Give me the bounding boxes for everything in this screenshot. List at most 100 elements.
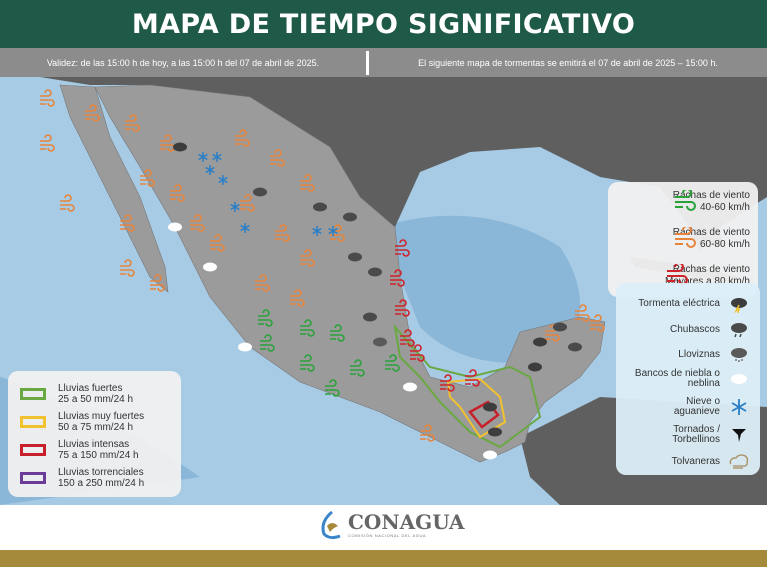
storm-cloud-icon: [528, 362, 542, 372]
legend-item: Tormenta eléctrica: [638, 295, 750, 313]
wind-gust-icon: [258, 309, 273, 327]
legend-label: Nieve o aguanieve: [673, 396, 720, 417]
wind-gust-icon: [270, 149, 285, 167]
legend-item: Lloviznas: [678, 346, 750, 364]
wind-gust-icon: [575, 304, 590, 322]
wind-gust-icon: [240, 194, 255, 212]
wind-gust-icon: [85, 104, 100, 122]
snowflake-icon: [328, 226, 338, 236]
legend-label: Lluvias fuertes: [58, 383, 123, 394]
storm-cloud-icon: [253, 187, 267, 197]
legend-label: Tormenta eléctrica: [638, 298, 720, 309]
wind-gust-icon: [60, 194, 75, 212]
wind-gust-icon: [390, 269, 405, 287]
wind-range: 60-80 km/h: [699, 239, 750, 250]
storm-cloud-icon: [553, 322, 567, 332]
storm-cloud-icon: [483, 402, 497, 412]
wind-legend: Rachas de viento 40-60 km/h Rachas de vie…: [608, 182, 758, 297]
heavy-rain-area: [393, 323, 542, 449]
fog-icon: [403, 382, 417, 392]
storm-cloud-icon: [488, 427, 502, 437]
wind-gust-icon: [325, 379, 340, 397]
storm-cloud-icon: [173, 142, 187, 152]
drizzle-icon: [728, 346, 750, 364]
legend-item: Nieve o aguanieve: [658, 397, 750, 417]
legend-label: Lluvias intensas: [58, 439, 130, 450]
legend-label: Lluvias muy fuertes: [58, 411, 145, 422]
intense-rain-swatch: [20, 444, 46, 456]
wind-label: Rachas de viento: [672, 264, 750, 275]
wind-green-icon: [674, 190, 696, 211]
deep-ocean: [380, 215, 580, 363]
fog-icon: [728, 370, 750, 388]
snowflake-icon: [198, 152, 208, 162]
wind-gust-icon: [350, 359, 365, 377]
intense-rain-area: [468, 400, 500, 429]
legend-label: Lluvias torrenciales: [58, 467, 144, 478]
legend-range: 50 a 75 mm/24 h: [58, 422, 134, 433]
legend-item: Lluvias muy fuertes 50 a 75 mm/24 h: [20, 411, 144, 433]
footer-bar: [0, 550, 767, 567]
dust-storm-icon: [728, 453, 750, 471]
snowflake-icon: [218, 175, 228, 185]
storm-cloud-icon: [363, 312, 377, 322]
snowflake-icon: [312, 226, 322, 236]
snowflake-icon: [230, 202, 240, 212]
logo-subtitle: COMISIÓN NACIONAL DEL AGUA: [348, 533, 427, 538]
legend-item: Chubascos: [670, 321, 750, 339]
wind-gust-icon: [300, 249, 315, 267]
wind-gust-icon: [465, 369, 480, 387]
wind-gust-icon: [40, 134, 55, 152]
legend-item: Bancos de niebla o neblina: [626, 369, 750, 389]
wind-range: 40-60 km/h: [699, 202, 750, 213]
tornado-icon: [728, 426, 750, 444]
wind-gust-icon: [410, 344, 425, 362]
storm-cloud-icon: [533, 337, 547, 347]
wind-gust-icon: [260, 334, 275, 352]
wind-legend-item: Rachas de viento Mayores a 80 km/h: [665, 264, 750, 288]
fog-icon: [168, 222, 182, 232]
snowflake-icon: [240, 223, 250, 233]
wind-gust-icon: [210, 234, 225, 252]
wind-gust-icon: [275, 224, 290, 242]
conagua-logo: CONAGUA COMISIÓN NACIONAL DEL AGUA: [318, 510, 465, 540]
wind-label: Rachas de viento: [672, 227, 750, 238]
wind-gust-icon: [300, 174, 315, 192]
legend-item: Tornados / Torbellinos: [658, 425, 750, 445]
wind-gust-icon: [120, 214, 135, 232]
torrential-rain-swatch: [20, 472, 46, 484]
wind-gust-icon: [40, 89, 55, 107]
legend-range: 150 a 250 mm/24 h: [58, 478, 145, 489]
storm-cloud-icon: [373, 337, 387, 347]
wind-orange-icon: [674, 227, 696, 248]
wind-gust-icon: [190, 214, 205, 232]
wind-red-icon: [666, 264, 688, 285]
validity-text: Validez: de las 15:00 h de hoy, a las 15…: [46, 57, 320, 68]
storm-cloud-icon: [368, 267, 382, 277]
storm-cloud-icon: [343, 212, 357, 222]
wind-gust-icon: [440, 374, 455, 392]
storm-cloud-icon: [313, 202, 327, 212]
baja-california: [59, 84, 169, 293]
storm-cloud-icon: [348, 252, 362, 262]
footer: [0, 505, 767, 550]
wind-gust-icon: [400, 329, 415, 347]
wind-gust-icon: [150, 274, 165, 292]
legend-range: 25 a 50 mm/24 h: [58, 394, 134, 405]
conagua-emblem-icon: [321, 510, 341, 540]
legend-item: Lluvias torrenciales 150 a 250 mm/24 h: [20, 467, 144, 489]
wind-legend-item: Rachas de viento 40-60 km/h: [673, 190, 750, 214]
fog-icon: [238, 342, 252, 352]
wind-gust-icon: [300, 354, 315, 372]
wind-gust-icon: [395, 239, 410, 257]
wind-range: Mayores a 80 km/h: [664, 276, 750, 287]
heavy-rain-swatch: [20, 388, 46, 400]
snowflake-icon: [728, 398, 750, 416]
wind-gust-icon: [125, 114, 140, 132]
legend-item: Lluvias fuertes 25 a 50 mm/24 h: [20, 383, 133, 405]
info-bar: Validez: de las 15:00 h de hoy, a las 15…: [0, 48, 767, 77]
wind-legend-item: Rachas de viento 60-80 km/h: [673, 227, 750, 251]
next-map-text: El siguiente mapa de tormentas se emitir…: [418, 57, 718, 68]
wind-gust-icon: [170, 184, 185, 202]
legend-label: Tolvaneras: [671, 456, 720, 467]
